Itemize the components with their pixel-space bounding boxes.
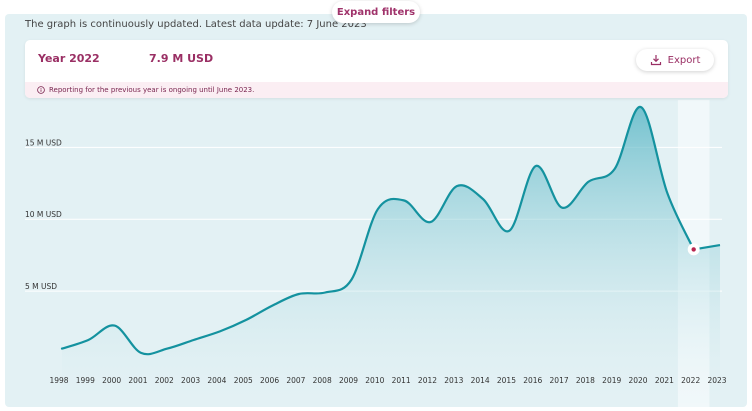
data-point[interactable] (350, 278, 354, 282)
y-axis-ticks: 5 M USD 10 M USD 15 M USD (25, 138, 62, 291)
data-point[interactable] (165, 347, 169, 351)
highlight-point-dot (691, 247, 696, 252)
info-icon (37, 86, 45, 94)
expand-filters-button[interactable]: Expand filters (332, 1, 420, 23)
data-point[interactable] (534, 164, 538, 168)
x-tick-label: 2007 (286, 376, 305, 385)
x-tick-label: 2005 (234, 376, 253, 385)
data-point[interactable] (192, 338, 196, 342)
x-tick-label: 2023 (707, 376, 726, 385)
x-tick-label: 2009 (339, 376, 358, 385)
x-tick-label: 1999 (76, 376, 95, 385)
data-point[interactable] (455, 184, 459, 188)
data-points (60, 105, 722, 355)
data-point[interactable] (402, 199, 406, 203)
data-point[interactable] (376, 207, 380, 211)
x-axis-ticks: 1998 1999 2000 2001 2002 2003 2004 2005 2006 2007… (49, 376, 726, 385)
data-point[interactable] (60, 347, 64, 351)
data-point[interactable] (139, 351, 143, 355)
data-point[interactable] (560, 206, 564, 210)
x-tick-label: 1998 (49, 376, 68, 385)
x-tick-label: 2004 (207, 376, 226, 385)
reporting-notice-text: Reporting for the previous year is ongoi… (49, 86, 255, 94)
y-tick-label: 10 M USD (25, 210, 62, 219)
x-tick-label: 2017 (550, 376, 569, 385)
series-line (60, 105, 695, 356)
x-tick-label: 2022 (681, 376, 700, 385)
data-point[interactable] (665, 191, 669, 195)
export-button[interactable]: Export (636, 49, 714, 71)
x-tick-label: 2018 (576, 376, 595, 385)
x-tick-label: 2002 (155, 376, 174, 385)
data-point[interactable] (244, 318, 248, 322)
x-tick-label: 2012 (418, 376, 437, 385)
x-tick-label: 2008 (313, 376, 332, 385)
update-note: The graph is continuously updated. Lates… (25, 19, 367, 30)
selected-year-value: 7.9 M USD (149, 52, 214, 65)
data-point[interactable] (481, 197, 485, 201)
x-tick-label: 2014 (471, 376, 490, 385)
data-point[interactable] (639, 105, 643, 109)
x-tick-label: 2019 (602, 376, 621, 385)
x-tick-label: 2010 (365, 376, 384, 385)
x-tick-label: 2006 (260, 376, 279, 385)
x-tick-label: 2015 (497, 376, 516, 385)
x-tick-label: 2000 (102, 376, 121, 385)
data-point[interactable] (613, 167, 617, 171)
x-tick-label: 2011 (392, 376, 411, 385)
data-point[interactable] (586, 180, 590, 184)
y-tick-label: 15 M USD (25, 138, 62, 147)
data-point[interactable] (297, 292, 301, 296)
x-tick-label: 2016 (523, 376, 542, 385)
data-point[interactable] (271, 303, 275, 307)
x-tick-label: 2001 (128, 376, 147, 385)
x-tick-label: 2013 (444, 376, 463, 385)
data-point[interactable] (86, 338, 90, 342)
data-point[interactable] (113, 324, 117, 328)
data-point[interactable] (218, 329, 222, 333)
selected-year-label: Year 2022 (38, 52, 100, 65)
summary-card: Year 2022 7.9 M USD Export Reporting for… (25, 40, 728, 98)
data-point[interactable] (718, 243, 722, 247)
reporting-notice: Reporting for the previous year is ongoi… (25, 82, 728, 98)
data-point[interactable] (507, 229, 511, 233)
x-tick-label: 2020 (628, 376, 647, 385)
x-tick-label: 2021 (655, 376, 674, 385)
y-tick-label: 5 M USD (25, 282, 57, 291)
data-point[interactable] (428, 220, 432, 224)
download-icon (650, 55, 661, 66)
export-label: Export (667, 54, 701, 66)
x-tick-label: 2003 (181, 376, 200, 385)
data-point[interactable] (323, 291, 327, 295)
